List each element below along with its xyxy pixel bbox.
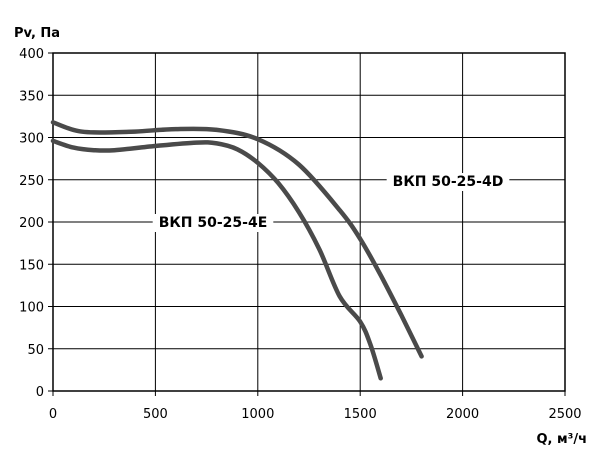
y-tick-label: 300 bbox=[19, 132, 44, 147]
x-tick-label: 500 bbox=[143, 407, 168, 422]
y-tick-label: 100 bbox=[19, 301, 44, 316]
x-axis-title: Q, м³/ч bbox=[536, 432, 587, 447]
series-labels: ВКП 50-25-4D ВКП 50-25-4E bbox=[152, 173, 510, 232]
y-axis-title: Pv, Па bbox=[14, 26, 60, 41]
x-tick-label: 2000 bbox=[446, 407, 479, 422]
y-tick-label: 50 bbox=[27, 343, 44, 358]
y-tick-label: 400 bbox=[19, 47, 44, 62]
plot-frame bbox=[52, 52, 566, 392]
y-tick-label: 250 bbox=[19, 174, 44, 189]
y-tick-label: 0 bbox=[36, 385, 44, 400]
series-line-0 bbox=[50, 120, 424, 359]
series-label-1: ВКП 50-25-4E bbox=[159, 215, 268, 231]
x-tick-label: 2500 bbox=[548, 407, 581, 422]
chart-grid bbox=[48, 52, 566, 396]
series-line-1 bbox=[50, 138, 383, 381]
x-tick-label: 0 bbox=[49, 407, 57, 422]
series-label-background bbox=[152, 214, 274, 232]
series-label-0: ВКП 50-25-4D bbox=[393, 174, 504, 190]
x-tick-label: 1500 bbox=[344, 407, 377, 422]
y-tick-label: 200 bbox=[19, 216, 44, 231]
series-label-background bbox=[386, 173, 510, 191]
y-tick-label: 150 bbox=[19, 258, 44, 273]
x-tick-label: 1000 bbox=[241, 407, 274, 422]
y-tick-label: 350 bbox=[19, 89, 44, 104]
chart-curves bbox=[50, 120, 424, 381]
tick-labels: 0 500 1000 1500 2000 2500 0 50 100 150 200 250 300 35… bbox=[19, 47, 581, 422]
